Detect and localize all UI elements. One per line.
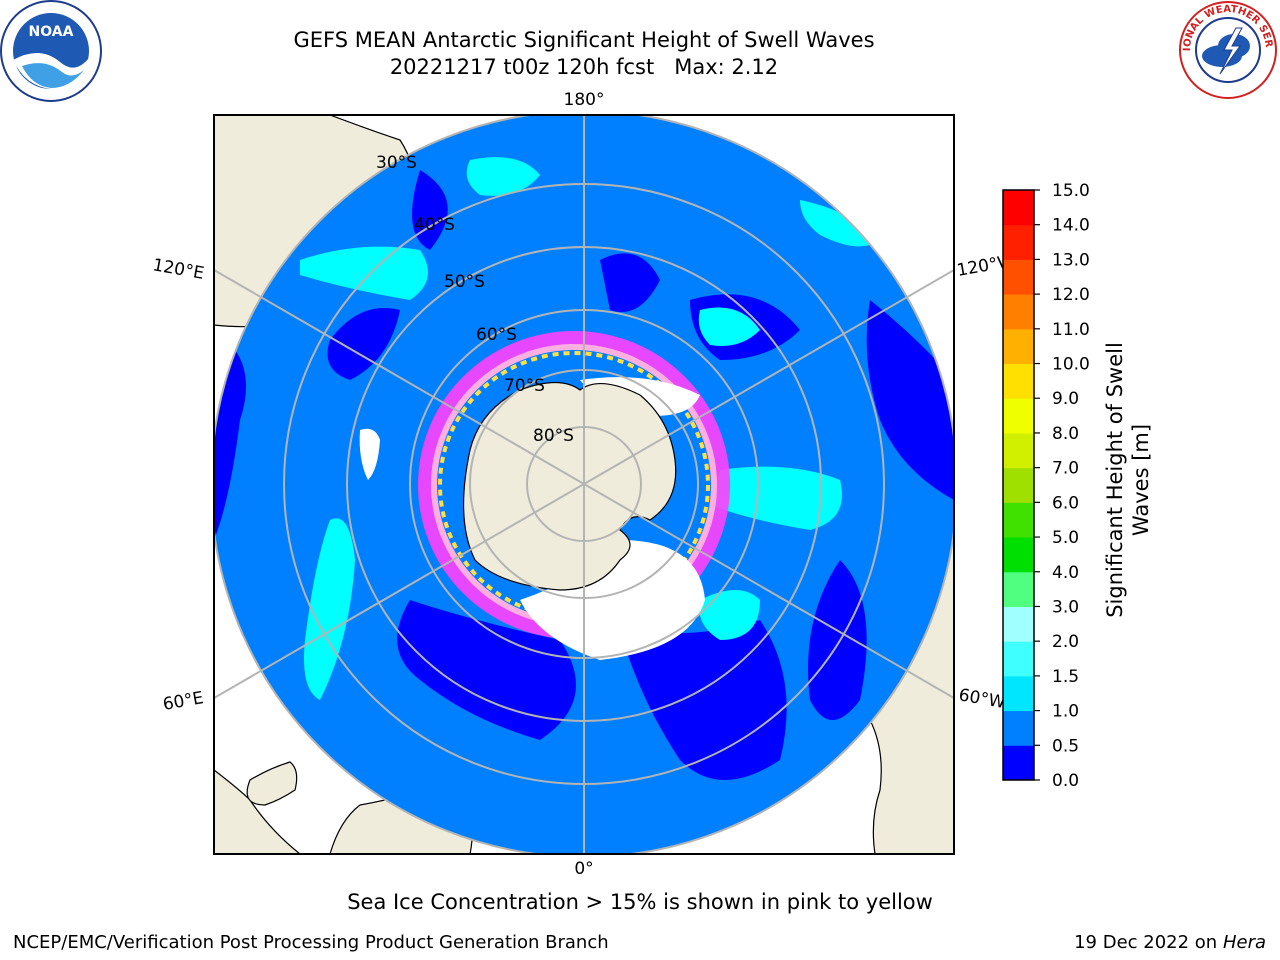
lat-label-50s: 50°S (444, 272, 485, 292)
colorbar-tick-label: 6.0 (1052, 493, 1079, 513)
colorbar-bin (1003, 432, 1034, 469)
colorbar-bins (1003, 190, 1034, 781)
lon-label-0: 0° (574, 859, 593, 879)
lat-label-80s: 80°S (533, 426, 574, 446)
date-value: 19 Dec 2022 on (1074, 932, 1218, 953)
colorbar-bin (1003, 710, 1034, 746)
colorbar-tick-label: 4.0 (1052, 563, 1079, 583)
colorbar-bin (1003, 328, 1034, 365)
sea-ice-note: Sea Ice Concentration > 15% is shown in … (347, 890, 933, 914)
colorbar-bin (1003, 190, 1034, 226)
ice-patches (359, 428, 380, 480)
colorbar-bin (1003, 363, 1034, 399)
colorbar-bin (1003, 571, 1034, 607)
map-graticule (214, 115, 954, 854)
colorbar-bin (1003, 259, 1034, 295)
lat-label-60s: 60°S (476, 325, 517, 345)
lat-label-30s: 30°S (376, 153, 417, 173)
colorbar-bin (1003, 467, 1034, 503)
map-frame (213, 114, 955, 855)
noaa-logo: NOAA (0, 0, 102, 102)
colorbar-tick-label: 12.0 (1052, 285, 1090, 305)
colorbar-bin (1003, 537, 1034, 573)
africa-land (214, 769, 301, 854)
noaa-logo-text: NOAA (29, 24, 74, 40)
colorbar-bin (1003, 502, 1034, 538)
colorbar-bin (1003, 294, 1034, 330)
colorbar-tick-label: 3.0 (1052, 597, 1079, 617)
lon-label-120e: 120°E (151, 255, 205, 284)
colorbar-bin (1003, 745, 1034, 781)
colorbar-tick-label: 13.0 (1052, 250, 1090, 270)
lat-label-40s: 40°S (414, 215, 455, 235)
colorbar-tick-label: 8.0 (1052, 424, 1079, 444)
high-swell-zones (300, 157, 880, 700)
colorbar-tick-label: 0.5 (1052, 736, 1079, 756)
colorbar-tick-label: 14.0 (1052, 216, 1090, 236)
colorbar-frame (1002, 189, 1035, 781)
low-swell-zones (214, 170, 954, 780)
chart-title: GEFS MEAN Antarctic Significant Height o… (293, 28, 875, 52)
colorbar-bin (1003, 398, 1034, 434)
colorbar-tick-label: 11.0 (1052, 320, 1090, 340)
nws-logo: NATIONAL WEATHER SERVICE (1178, 0, 1277, 99)
lon-label-180: 180° (564, 90, 605, 110)
lat-label-70s: 70°S (504, 376, 545, 396)
colorbar-bin (1003, 606, 1034, 642)
lon-label-60e: 60°E (161, 688, 205, 715)
credit-text: NCEP/EMC/Verification Post Processing Pr… (13, 932, 609, 953)
colorbar-tick-label: 15.0 (1052, 181, 1090, 201)
colorbar-tick-label: 1.5 (1052, 667, 1079, 687)
latitude-labels: 30°S 40°S 50°S 60°S 70°S 80°S (376, 153, 574, 446)
madagascar-land (246, 761, 298, 806)
colorbar-tick-label: 1.0 (1052, 702, 1079, 722)
colorbar-bin (1003, 224, 1034, 260)
colorbar-bin (1003, 641, 1034, 677)
colorbar-tick-label: 9.0 (1052, 389, 1079, 409)
colorbar-bin (1003, 675, 1034, 712)
colorbar-label-line1: Significant Height of Swell (1103, 342, 1127, 618)
antarctica-land (462, 381, 677, 591)
colorbar: 0.0 0.5 1.0 1.5 2.0 3.0 4.0 5.0 6.0 7.0 8.0 9.0 10.0… (1002, 181, 1153, 791)
colorbar-tick-label: 5.0 (1052, 528, 1079, 548)
host-name: Hera (1222, 932, 1266, 953)
colorbar-ticks: 0.0 0.5 1.0 1.5 2.0 3.0 4.0 5.0 6.0 7.0 8.0 9.0 10.0… (1034, 181, 1090, 791)
colorbar-tick-label: 10.0 (1052, 355, 1090, 375)
colorbar-tick-label: 0.0 (1052, 771, 1079, 791)
colorbar-label-line2: Waves [m] (1129, 424, 1153, 536)
colorbar-tick-label: 7.0 (1052, 459, 1079, 479)
date-text: 19 Dec 2022 on Hera (1074, 932, 1266, 953)
colorbar-tick-label: 2.0 (1052, 632, 1079, 652)
chart-subtitle: 20221217 t00z 120h fcst Max: 2.12 (389, 55, 779, 79)
